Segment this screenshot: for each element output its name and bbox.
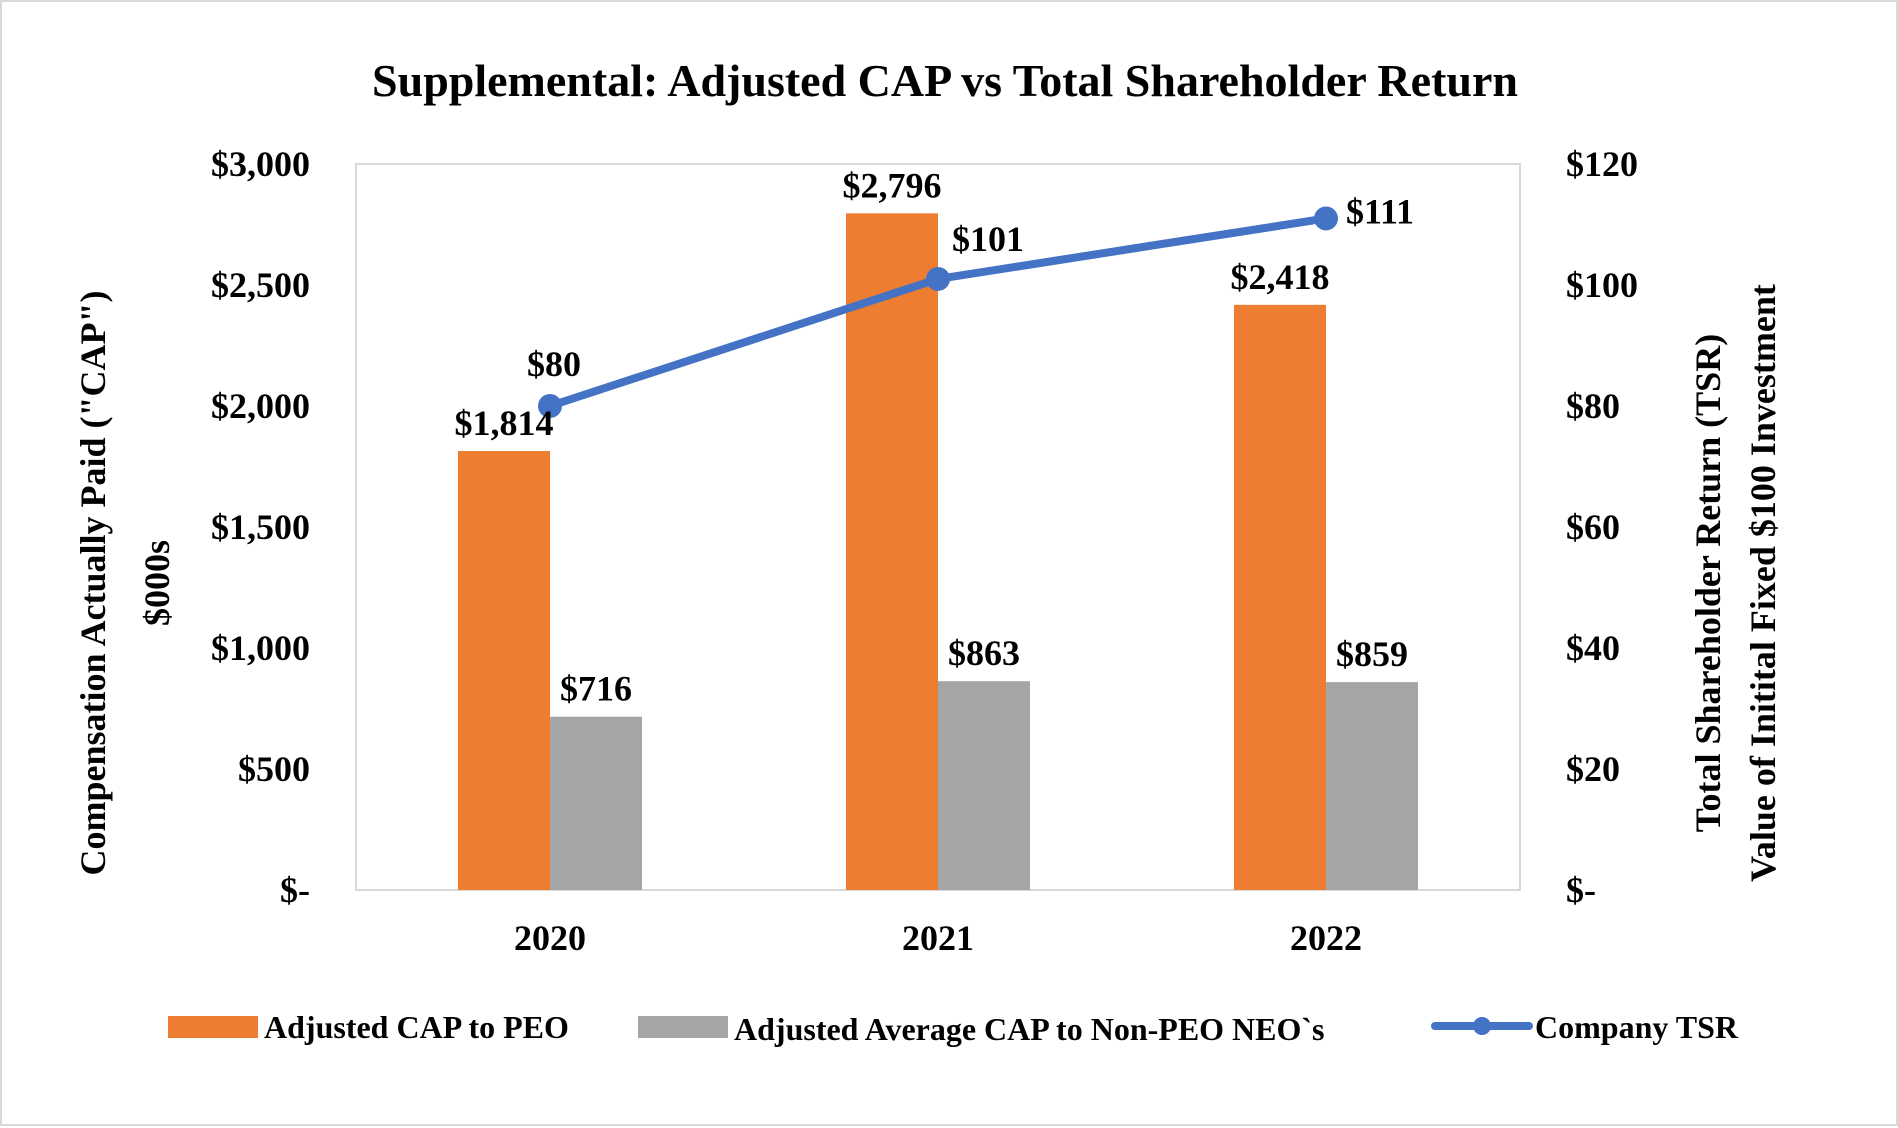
legend-label-non-peo: Adjusted Average CAP to Non-PEO NEO`s	[734, 1011, 1325, 1047]
x-axis-ticks: 2020 2021 2022	[514, 918, 1362, 958]
legend-swatch-non-peo	[638, 1016, 728, 1038]
right-tick-label: $100	[1566, 265, 1638, 305]
right-axis-title-line-2: Value of Initital Fixed $100 Investment	[1743, 284, 1783, 882]
x-tick-label: 2021	[902, 918, 974, 958]
data-label-non-peo: $859	[1336, 634, 1408, 674]
tsr-marker	[1314, 206, 1338, 231]
right-axis-title-line-1: Total Shareholder Return (TSR)	[1688, 334, 1728, 832]
right-tick-label: $-	[1566, 870, 1596, 910]
left-axis-title-line-2: $000s	[137, 540, 177, 626]
x-tick-label: 2022	[1290, 918, 1362, 958]
left-tick-label: $2,000	[211, 386, 310, 426]
left-tick-label: $-	[280, 870, 310, 910]
data-label-tsr: $80	[527, 344, 581, 384]
data-label-tsr: $101	[952, 219, 1024, 259]
legend: Adjusted CAP to PEO Adjusted Average CAP…	[168, 1009, 1739, 1047]
x-tick-label: 2020	[514, 918, 586, 958]
bar-peo	[1234, 304, 1326, 890]
legend-swatch-peo	[168, 1016, 258, 1038]
bar-non-peo	[550, 716, 642, 890]
chart-title: Supplemental: Adjusted CAP vs Total Shar…	[372, 55, 1518, 106]
left-tick-label: $3,000	[211, 144, 310, 184]
tsr-marker	[538, 394, 562, 418]
left-tick-label: $1,000	[211, 628, 310, 668]
right-tick-label: $120	[1566, 144, 1638, 184]
bar-peo	[846, 213, 938, 891]
legend-label-tsr: Company TSR	[1535, 1009, 1739, 1045]
right-tick-label: $40	[1566, 628, 1620, 668]
left-tick-label: $2,500	[211, 265, 310, 305]
right-axis-ticks: $- $20 $40 $60 $80 $100 $120	[1566, 144, 1638, 910]
left-axis-ticks: $- $500 $1,000 $1,500 $2,000 $2,500 $3,000	[211, 144, 310, 910]
bar-non-peo	[938, 681, 1030, 890]
data-labels-group: $1,814 $2,796 $2,418 $716 $863 $859 $80 $101 $11…	[455, 165, 1415, 708]
data-label-non-peo: $863	[948, 633, 1020, 673]
bars-group	[458, 213, 1418, 891]
bar-non-peo	[1326, 682, 1418, 890]
right-tick-label: $60	[1566, 507, 1620, 547]
data-label-peo: $1,814	[455, 403, 554, 443]
bar-peo	[458, 451, 550, 890]
right-tick-label: $80	[1566, 386, 1620, 426]
legend-marker-tsr	[1473, 1017, 1491, 1035]
legend-label-peo: Adjusted CAP to PEO	[264, 1009, 569, 1045]
left-tick-label: $500	[238, 749, 310, 789]
tsr-marker	[926, 266, 950, 291]
data-label-tsr: $111	[1346, 191, 1414, 231]
right-tick-label: $20	[1566, 749, 1620, 789]
data-label-peo: $2,418	[1231, 257, 1330, 297]
data-label-peo: $2,796	[843, 165, 942, 205]
right-axis-title: Total Shareholder Return (TSR) Value of …	[1688, 284, 1783, 882]
data-label-non-peo: $716	[560, 669, 632, 709]
left-tick-label: $1,500	[211, 507, 310, 547]
left-axis-title-line-1: Compensation Actually Paid ("CAP")	[73, 291, 113, 876]
left-axis-title: Compensation Actually Paid ("CAP") $000s	[73, 291, 177, 876]
line-series-group	[538, 206, 1338, 418]
